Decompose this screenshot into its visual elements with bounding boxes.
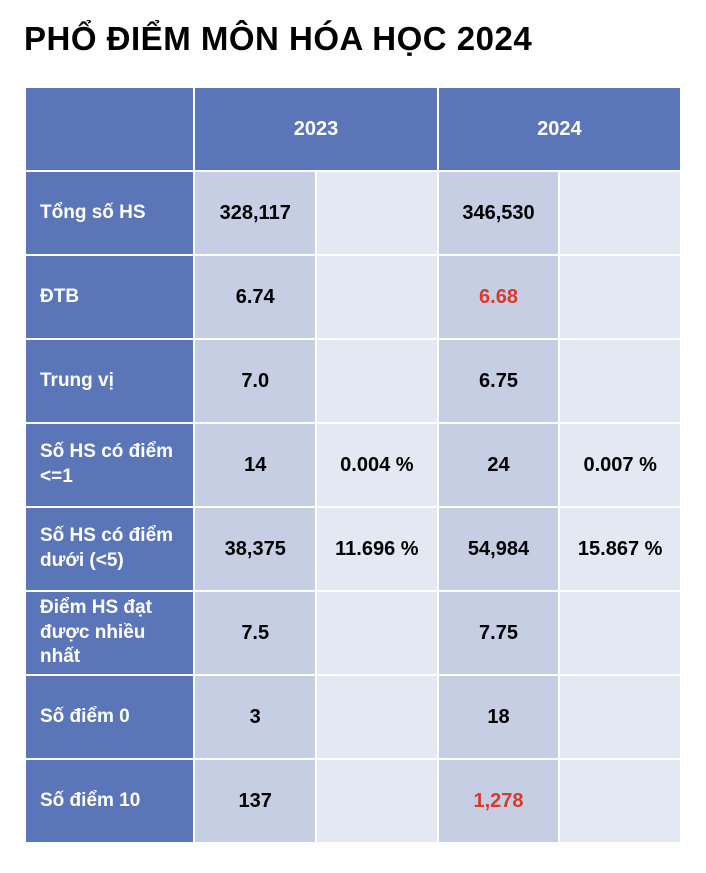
cell-2023-value: 3 [194, 675, 316, 759]
row-label: Số điểm 0 [25, 675, 194, 759]
cell-2023-percent [316, 759, 438, 843]
cell-2024-value: 6.75 [438, 339, 560, 423]
table-row: Số điểm 03 18 [25, 675, 681, 759]
cell-2023-value: 7.0 [194, 339, 316, 423]
table-row: ĐTB6.74 6.68 [25, 255, 681, 339]
cell-2023-percent [316, 171, 438, 255]
cell-2024-value: 1,278 [438, 759, 560, 843]
cell-2023-value: 7.5 [194, 591, 316, 675]
header-year-2023: 2023 [194, 87, 437, 171]
cell-2023-value: 6.74 [194, 255, 316, 339]
cell-2024-value: 6.68 [438, 255, 560, 339]
cell-2023-percent: 0.004 % [316, 423, 438, 507]
cell-2024-value: 54,984 [438, 507, 560, 591]
cell-2024-percent [559, 759, 681, 843]
cell-2023-percent [316, 591, 438, 675]
cell-2024-percent [559, 171, 681, 255]
cell-2024-percent [559, 591, 681, 675]
header-blank [25, 87, 194, 171]
cell-2023-value: 137 [194, 759, 316, 843]
cell-2024-value: 18 [438, 675, 560, 759]
score-table: 2023 2024 Tổng số HS328,117346,530ĐTB6.7… [24, 86, 682, 844]
page-title: PHỔ ĐIỂM MÔN HÓA HỌC 2024 [24, 20, 682, 58]
table-row: Số HS có điểm dưới (<5)38,37511.696 %54,… [25, 507, 681, 591]
cell-2024-value: 346,530 [438, 171, 560, 255]
cell-2024-percent [559, 255, 681, 339]
header-year-2024: 2024 [438, 87, 681, 171]
cell-2024-percent: 15.867 % [559, 507, 681, 591]
cell-2024-percent [559, 675, 681, 759]
cell-2023-value: 38,375 [194, 507, 316, 591]
row-label: Số HS có điểm dưới (<5) [25, 507, 194, 591]
table-row: Điểm HS đạt được nhiều nhất7.5 7.75 [25, 591, 681, 675]
cell-2023-percent [316, 255, 438, 339]
table-row: Số HS có điểm <=1140.004 %240.007 % [25, 423, 681, 507]
cell-2023-value: 14 [194, 423, 316, 507]
cell-2023-percent [316, 339, 438, 423]
cell-2023-percent: 11.696 % [316, 507, 438, 591]
cell-2024-percent: 0.007 % [559, 423, 681, 507]
table-row: Số điểm 10137 1,278 [25, 759, 681, 843]
cell-2024-value: 24 [438, 423, 560, 507]
row-label: Trung vị [25, 339, 194, 423]
cell-2023-percent [316, 675, 438, 759]
table-header-row: 2023 2024 [25, 87, 681, 171]
table-row: Tổng số HS328,117 346,530 [25, 171, 681, 255]
cell-2023-value: 328,117 [194, 171, 316, 255]
row-label: Tổng số HS [25, 171, 194, 255]
row-label: Điểm HS đạt được nhiều nhất [25, 591, 194, 675]
cell-2024-percent [559, 339, 681, 423]
table-row: Trung vị7.0 6.75 [25, 339, 681, 423]
cell-2024-value: 7.75 [438, 591, 560, 675]
row-label: Số điểm 10 [25, 759, 194, 843]
row-label: ĐTB [25, 255, 194, 339]
row-label: Số HS có điểm <=1 [25, 423, 194, 507]
table-body: Tổng số HS328,117346,530ĐTB6.746.68Trung… [25, 171, 681, 843]
